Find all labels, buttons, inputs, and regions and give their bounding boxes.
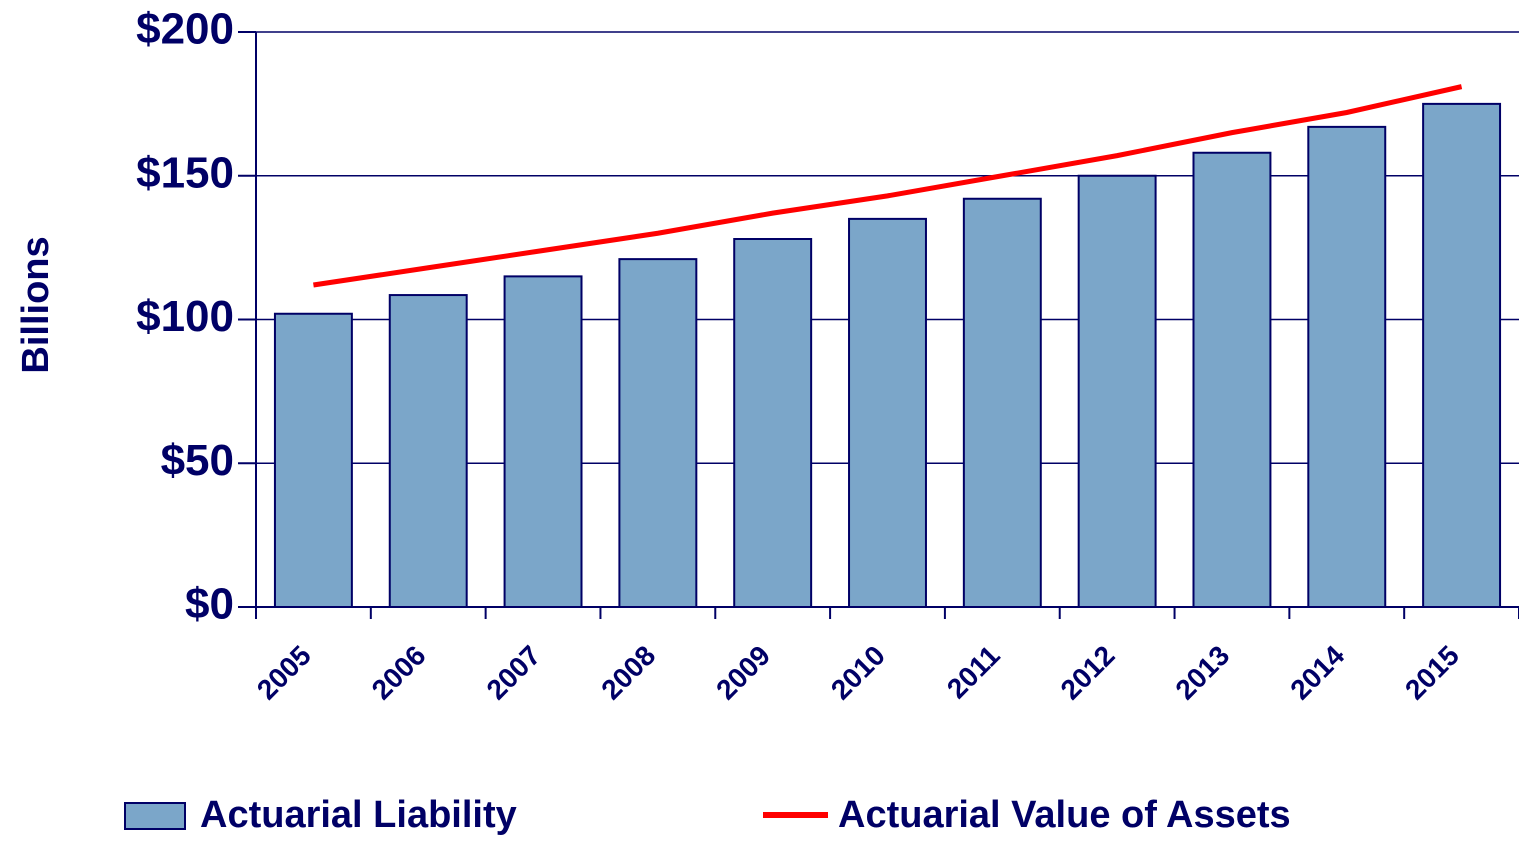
line (313, 84, 1463, 288)
legend-label: Actuarial Liability (200, 794, 517, 836)
bar (388, 294, 468, 608)
legend-label: Actuarial Value of Assets (838, 794, 1291, 836)
bar (503, 275, 583, 608)
x-tick-label: 2009 (710, 640, 776, 706)
x-tick-label: 2012 (1055, 640, 1121, 706)
y-axis-label: Billions (15, 236, 57, 373)
x-tick-label: 2007 (481, 640, 547, 706)
x-tick-label: 2015 (1399, 640, 1465, 706)
bar (1307, 125, 1387, 608)
bar (733, 238, 813, 608)
bar (1077, 174, 1157, 608)
x-tick-label: 2013 (1169, 640, 1235, 706)
legend-swatch (124, 802, 186, 830)
y-tick-label: $100 (136, 292, 234, 341)
bar (962, 197, 1042, 608)
bar (273, 312, 353, 608)
x-tick-label: 2006 (366, 640, 432, 706)
y-tick-label: $50 (161, 436, 234, 485)
bar (848, 217, 927, 608)
x-tick-label: 2005 (251, 640, 317, 706)
y-tick-label: $200 (136, 5, 234, 54)
bar (1422, 102, 1502, 608)
x-tick-label: 2011 (941, 640, 1006, 705)
x-tick-label: 2010 (825, 640, 891, 706)
x-tick-label: 2008 (595, 640, 661, 706)
y-tick-label: $0 (185, 580, 234, 629)
y-tick-label: $150 (136, 148, 234, 197)
x-tick-label: 2014 (1284, 639, 1350, 705)
bar (618, 258, 698, 608)
bar (1192, 151, 1272, 608)
